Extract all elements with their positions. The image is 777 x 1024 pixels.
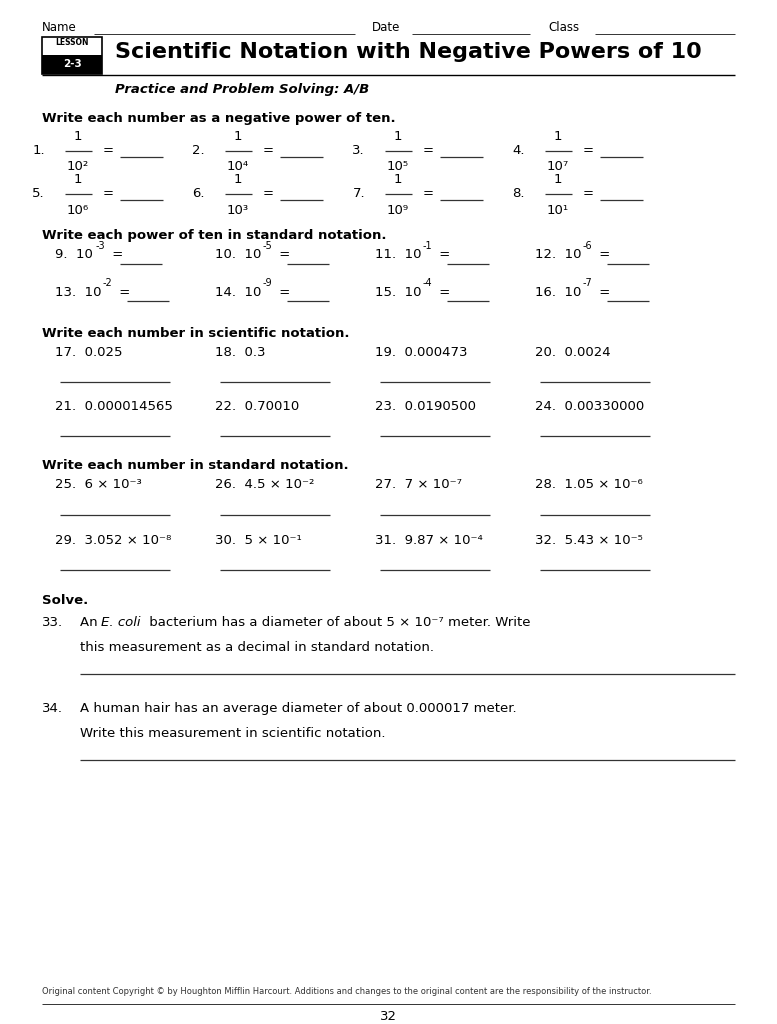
Text: 32.  5.43 × 10⁻⁵: 32. 5.43 × 10⁻⁵ (535, 534, 643, 547)
Text: =: = (594, 249, 610, 261)
Text: 33.: 33. (42, 616, 63, 629)
Text: Write each number in scientific notation.: Write each number in scientific notation… (42, 327, 350, 340)
Text: 30.  5 × 10⁻¹: 30. 5 × 10⁻¹ (215, 534, 301, 547)
Text: 3.: 3. (353, 144, 365, 158)
Text: bacterium has a diameter of about 5 × 10⁻⁷ meter. Write: bacterium has a diameter of about 5 × 10… (145, 616, 531, 629)
Text: 6.: 6. (193, 187, 205, 201)
Text: 9.  10: 9. 10 (55, 249, 93, 261)
Text: LESSON: LESSON (55, 38, 89, 46)
Text: -4: -4 (423, 278, 432, 288)
Text: 28.  1.05 × 10⁻⁶: 28. 1.05 × 10⁻⁶ (535, 478, 643, 492)
Text: 1: 1 (74, 173, 82, 186)
Text: 10⁶: 10⁶ (67, 204, 89, 216)
Text: 8.: 8. (513, 187, 525, 201)
Text: =: = (114, 286, 130, 299)
Text: Write each number as a negative power of ten.: Write each number as a negative power of… (42, 112, 395, 125)
Text: Write each number in standard notation.: Write each number in standard notation. (42, 459, 349, 472)
Text: -6: -6 (583, 241, 592, 251)
Text: An: An (80, 616, 102, 629)
Text: Practice and Problem Solving: A/B: Practice and Problem Solving: A/B (115, 84, 369, 96)
Text: =: = (263, 144, 274, 158)
Text: -2: -2 (103, 278, 113, 288)
Text: -3: -3 (96, 241, 106, 251)
Text: Date: Date (372, 22, 400, 34)
Text: 19.  0.000473: 19. 0.000473 (375, 345, 468, 358)
Text: 25.  6 × 10⁻³: 25. 6 × 10⁻³ (55, 478, 141, 492)
Text: 18.  0.3: 18. 0.3 (215, 345, 266, 358)
Text: =: = (103, 187, 114, 201)
Text: 1: 1 (234, 173, 242, 186)
Text: =: = (274, 286, 290, 299)
Text: -5: -5 (263, 241, 273, 251)
Text: 2-3: 2-3 (63, 59, 82, 70)
Text: =: = (594, 286, 610, 299)
Text: 10.  10: 10. 10 (215, 249, 261, 261)
Text: 1: 1 (554, 130, 563, 143)
Text: =: = (103, 144, 114, 158)
Text: 2.: 2. (193, 144, 205, 158)
Bar (42, 37, 102, 74)
Text: =: = (434, 286, 450, 299)
Text: 24.  0.00330000: 24. 0.00330000 (535, 399, 644, 413)
Text: Name: Name (42, 22, 77, 34)
Text: 1: 1 (554, 173, 563, 186)
Text: 27.  7 × 10⁻⁷: 27. 7 × 10⁻⁷ (375, 478, 462, 492)
Text: 10⁵: 10⁵ (387, 161, 409, 173)
Text: Class: Class (548, 22, 579, 34)
Text: 1.: 1. (33, 144, 45, 158)
Text: 10⁹: 10⁹ (387, 204, 409, 216)
Text: -7: -7 (583, 278, 592, 288)
Text: 20.  0.0024: 20. 0.0024 (535, 345, 611, 358)
Text: 1: 1 (394, 130, 402, 143)
Text: 21.  0.000014565: 21. 0.000014565 (55, 399, 172, 413)
Text: 15.  10: 15. 10 (375, 286, 421, 299)
Text: 22.  0.70010: 22. 0.70010 (215, 399, 299, 413)
Text: 10²: 10² (67, 161, 89, 173)
Text: 23.  0.0190500: 23. 0.0190500 (375, 399, 476, 413)
Text: 13.  10: 13. 10 (55, 286, 102, 299)
Text: 12.  10: 12. 10 (535, 249, 581, 261)
Text: 26.  4.5 × 10⁻²: 26. 4.5 × 10⁻² (215, 478, 315, 492)
Text: 31.  9.87 × 10⁻⁴: 31. 9.87 × 10⁻⁴ (375, 534, 483, 547)
Text: 32: 32 (379, 1011, 396, 1024)
Text: =: = (423, 144, 434, 158)
Text: 1: 1 (74, 130, 82, 143)
Text: Write this measurement in scientific notation.: Write this measurement in scientific not… (80, 727, 385, 740)
Text: -1: -1 (423, 241, 432, 251)
Text: 16.  10: 16. 10 (535, 286, 581, 299)
Text: 10⁴: 10⁴ (227, 161, 249, 173)
Text: 4.: 4. (513, 144, 525, 158)
Bar (42, 54, 102, 74)
Text: 1: 1 (234, 130, 242, 143)
Text: 5.: 5. (33, 187, 45, 201)
Text: =: = (423, 187, 434, 201)
Text: -9: -9 (263, 278, 272, 288)
Text: E. coli: E. coli (101, 616, 141, 629)
Text: =: = (263, 187, 274, 201)
Text: Solve.: Solve. (42, 594, 89, 607)
Text: 7.: 7. (353, 187, 365, 201)
Text: Write each power of ten in standard notation.: Write each power of ten in standard nota… (42, 229, 386, 242)
Text: A human hair has an average diameter of about 0.000017 meter.: A human hair has an average diameter of … (80, 702, 517, 715)
Text: =: = (108, 249, 123, 261)
Text: 17.  0.025: 17. 0.025 (55, 345, 123, 358)
Text: 10¹: 10¹ (547, 204, 569, 216)
Text: this measurement as a decimal in standard notation.: this measurement as a decimal in standar… (80, 641, 434, 654)
Text: =: = (583, 187, 594, 201)
Text: 10⁷: 10⁷ (547, 161, 569, 173)
Text: =: = (434, 249, 450, 261)
Text: Scientific Notation with Negative Powers of 10: Scientific Notation with Negative Powers… (115, 43, 702, 62)
Text: 10³: 10³ (227, 204, 249, 216)
Text: Original content Copyright © by Houghton Mifflin Harcourt. Additions and changes: Original content Copyright © by Houghton… (42, 987, 652, 996)
Text: 11.  10: 11. 10 (375, 249, 421, 261)
Text: 29.  3.052 × 10⁻⁸: 29. 3.052 × 10⁻⁸ (55, 534, 172, 547)
Text: =: = (274, 249, 290, 261)
Text: 1: 1 (394, 173, 402, 186)
Text: 14.  10: 14. 10 (215, 286, 261, 299)
Text: 34.: 34. (42, 702, 63, 715)
Text: =: = (583, 144, 594, 158)
